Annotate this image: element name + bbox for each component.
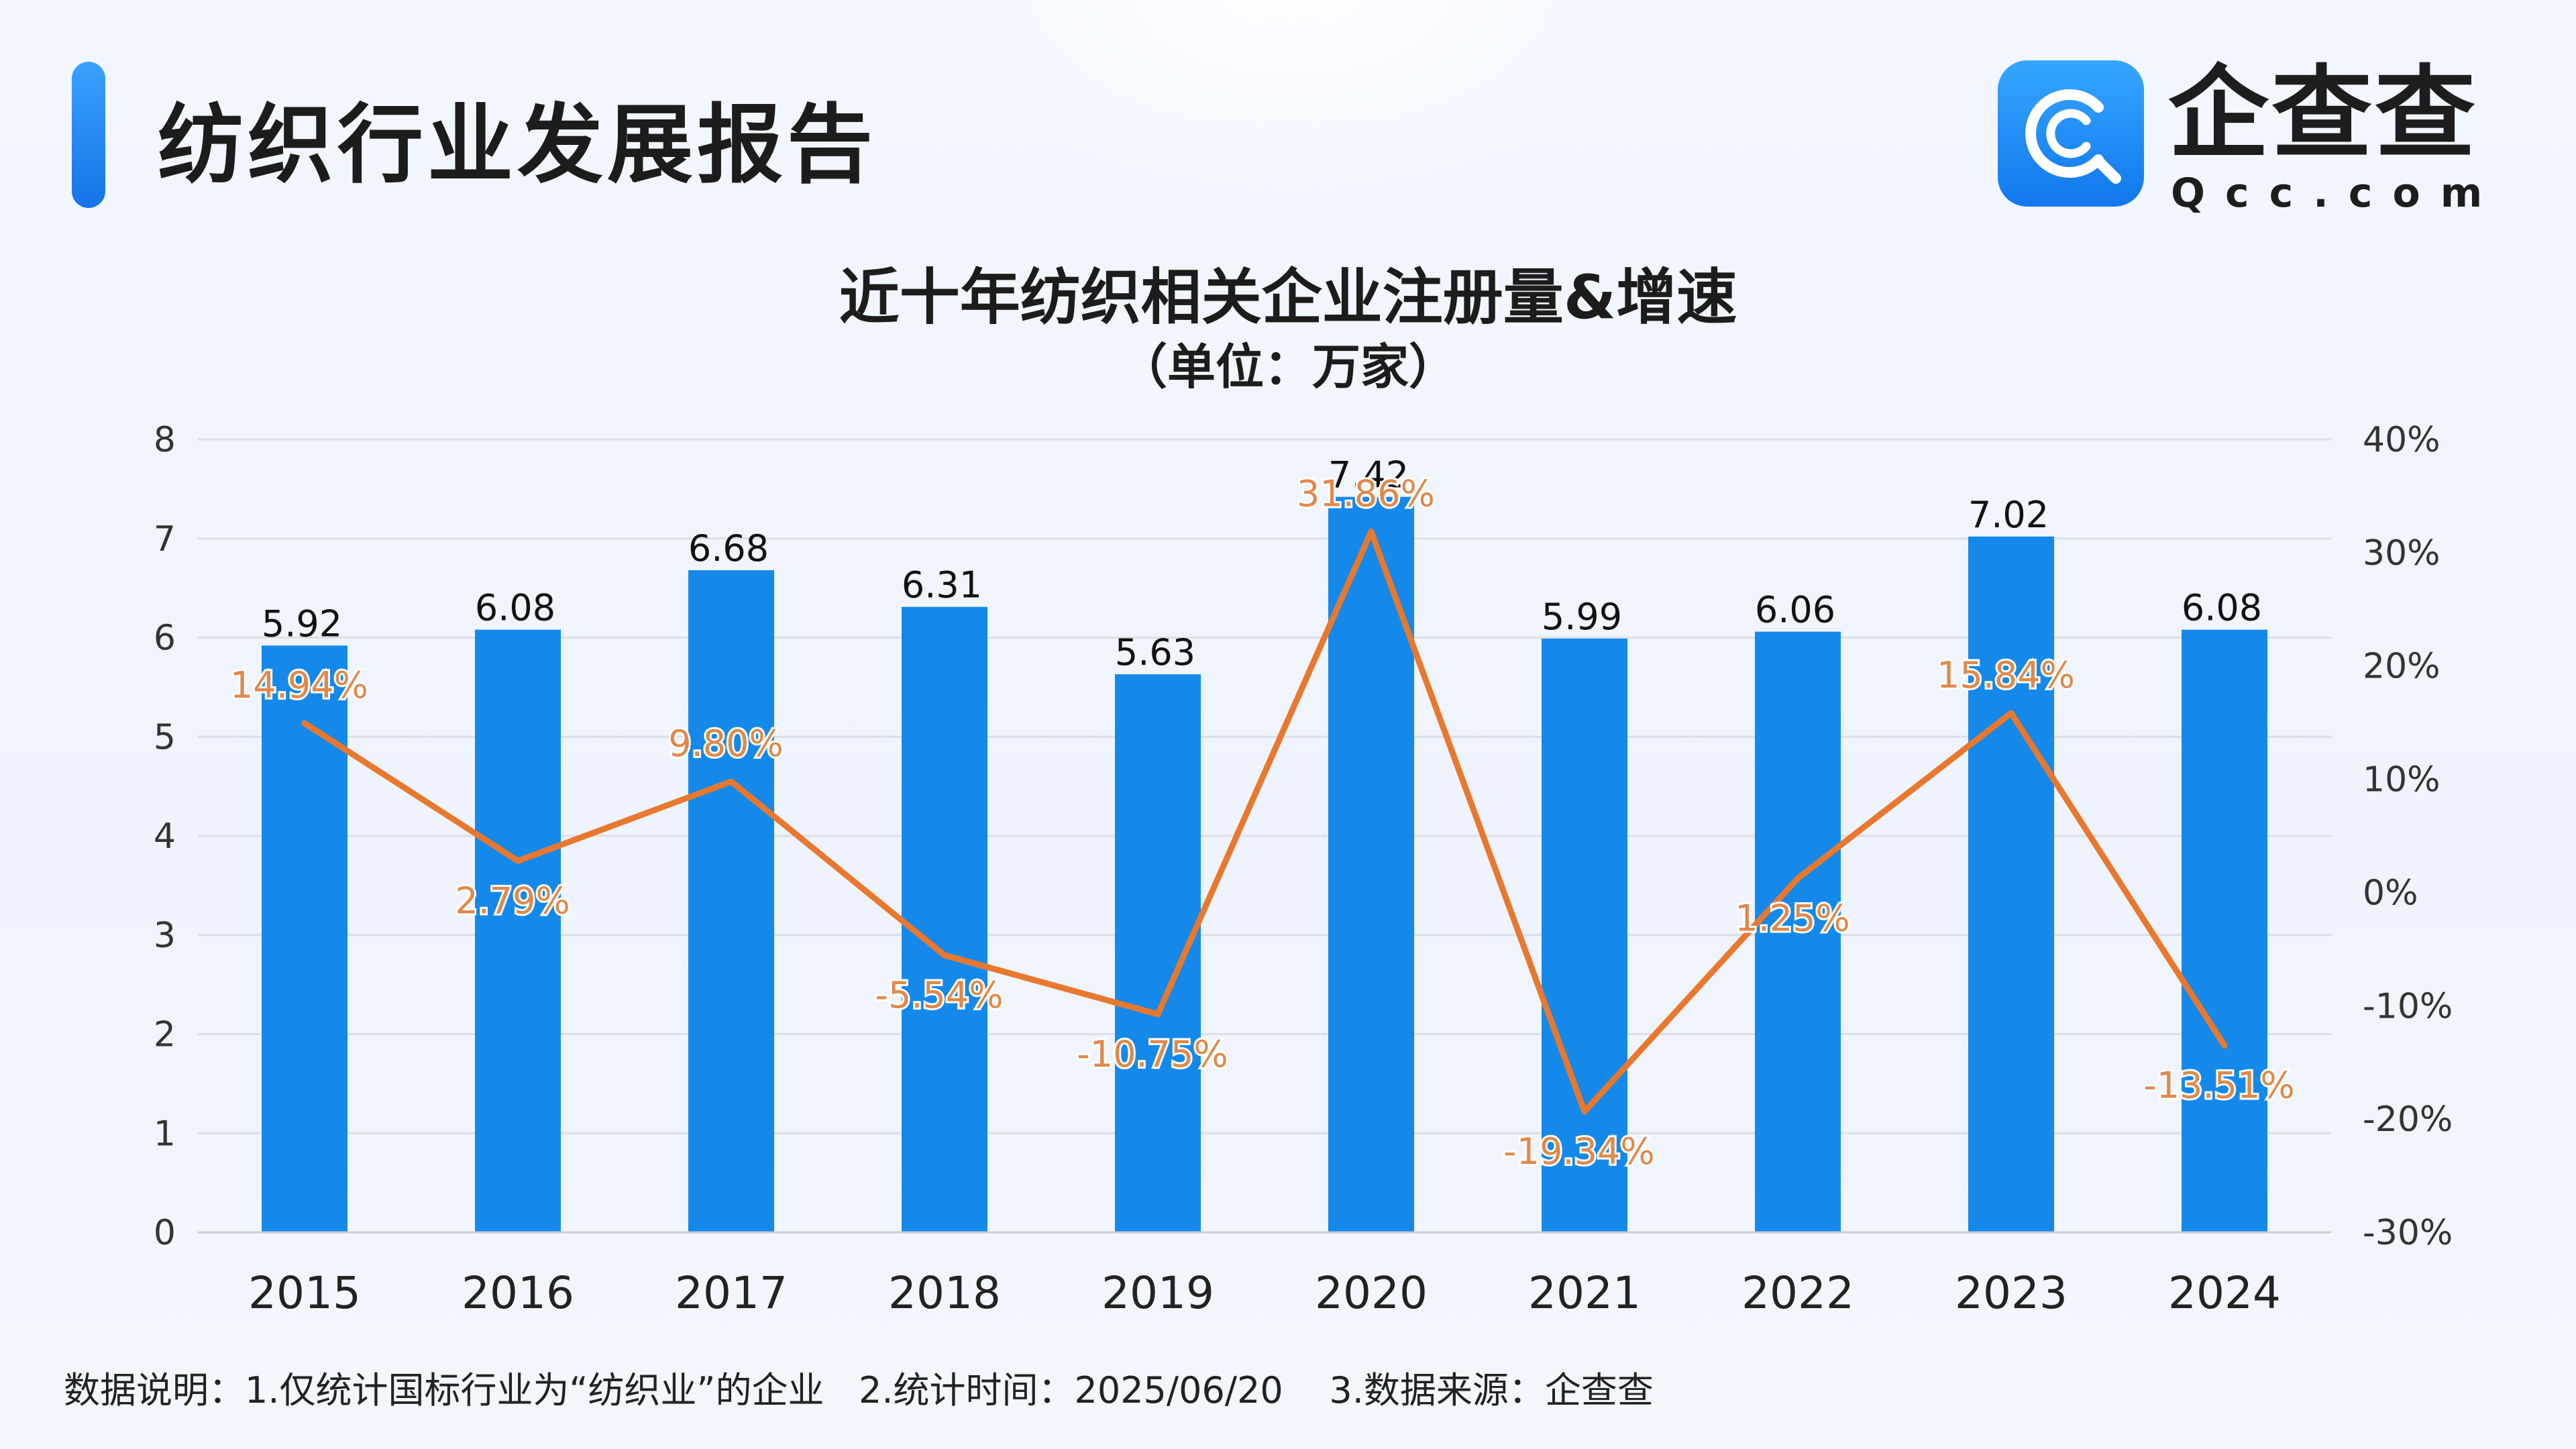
bar-value-label: 6.06 — [1755, 589, 1835, 631]
bar-value-label: 5.92 — [262, 602, 342, 645]
bar — [475, 629, 561, 1232]
right-axis-tick-label: 20% — [2363, 647, 2440, 687]
x-axis-tick-label: 2019 — [1102, 1267, 1214, 1319]
left-axis-tick-label: 2 — [154, 1015, 176, 1055]
growth-rate-label: -13.51% — [2143, 1065, 2294, 1107]
x-axis-tick-label: 2022 — [1741, 1267, 1854, 1319]
left-axis-tick-label: 3 — [154, 916, 176, 956]
right-axis-tick-label: -10% — [2363, 986, 2453, 1026]
data-footnote: 数据说明：1.仅统计国标行业为“纺织业”的企业 2.统计时间：2025/06/2… — [64, 1369, 1654, 1411]
bar — [1755, 631, 1841, 1232]
bar — [1542, 638, 1627, 1232]
x-axis-tick-label: 2021 — [1528, 1267, 1641, 1319]
bar-value-label: 6.08 — [475, 587, 555, 629]
chart-title: 近十年纺织相关企业注册量&增速 — [839, 262, 1737, 333]
page-title: 纺织行业发展报告 — [158, 95, 877, 195]
left-axis-tick-label: 8 — [154, 420, 176, 460]
right-axis-tick-label: -30% — [2363, 1213, 2453, 1253]
bar-value-label: 5.63 — [1115, 631, 1195, 674]
title-accent-bar — [72, 62, 105, 208]
left-axis-tick-label: 6 — [154, 619, 176, 659]
left-axis-tick-label: 1 — [154, 1114, 176, 1154]
growth-rate-label: 14.94% — [230, 664, 368, 706]
bar — [1328, 496, 1414, 1232]
growth-rate-label: -5.54% — [875, 974, 1003, 1016]
bar-value-label: 6.31 — [902, 564, 982, 606]
growth-rate-label: 15.84% — [1937, 654, 2075, 696]
qcc-logo-icon — [1998, 60, 2144, 207]
bar-value-label: 6.68 — [688, 527, 769, 570]
x-axis-tick-label: 2017 — [675, 1267, 788, 1319]
chart-subtitle: （单位：万家） — [1118, 339, 1457, 395]
growth-rate-label: 1.25% — [1735, 897, 1850, 939]
bar — [688, 570, 774, 1232]
left-axis-tick-label: 5 — [154, 717, 176, 757]
growth-rate-label: 31.86% — [1297, 472, 1435, 515]
growth-rate-label: -10.75% — [1077, 1033, 1228, 1075]
brand-logo: 企查查 Qcc.com — [1998, 56, 2508, 215]
bar — [2182, 629, 2267, 1232]
bar-value-label: 7.42 — [1328, 454, 1409, 496]
left-axis-tick-label: 0 — [154, 1213, 176, 1253]
bar — [1968, 536, 2054, 1233]
logo-name: 企查查 — [2168, 56, 2479, 172]
right-axis-tick-label: 0% — [2363, 873, 2418, 913]
x-axis-tick-label: 2016 — [462, 1267, 574, 1319]
logo-domain: Qcc.com — [2171, 170, 2503, 217]
growth-rate-label: 9.80% — [668, 722, 784, 765]
growth-rate-label: -19.34% — [1503, 1130, 1654, 1173]
x-axis-tick-label: 2018 — [888, 1267, 1001, 1319]
left-axis-tick-label: 4 — [154, 816, 176, 857]
right-axis-tick-label: -20% — [2363, 1099, 2453, 1140]
x-axis-tick-label: 2024 — [2168, 1267, 2281, 1319]
bar — [262, 645, 347, 1232]
growth-line — [301, 528, 2228, 1115]
x-axis-tick-label: 2023 — [1955, 1267, 2068, 1319]
bar-value-label: 7.02 — [1968, 494, 2049, 536]
x-axis-tick-label: 2015 — [248, 1267, 361, 1319]
growth-rate-label: 2.79% — [455, 879, 570, 922]
bar-value-label: 5.99 — [1542, 596, 1622, 638]
right-axis-tick-label: 40% — [2363, 420, 2440, 460]
bar — [902, 606, 987, 1232]
bar-value-label: 6.08 — [2182, 587, 2262, 629]
x-axis-tick-label: 2020 — [1315, 1267, 1428, 1319]
right-axis-tick-label: 30% — [2363, 533, 2440, 574]
right-axis-tick-label: 10% — [2363, 760, 2440, 800]
left-axis-tick-label: 7 — [154, 519, 176, 559]
